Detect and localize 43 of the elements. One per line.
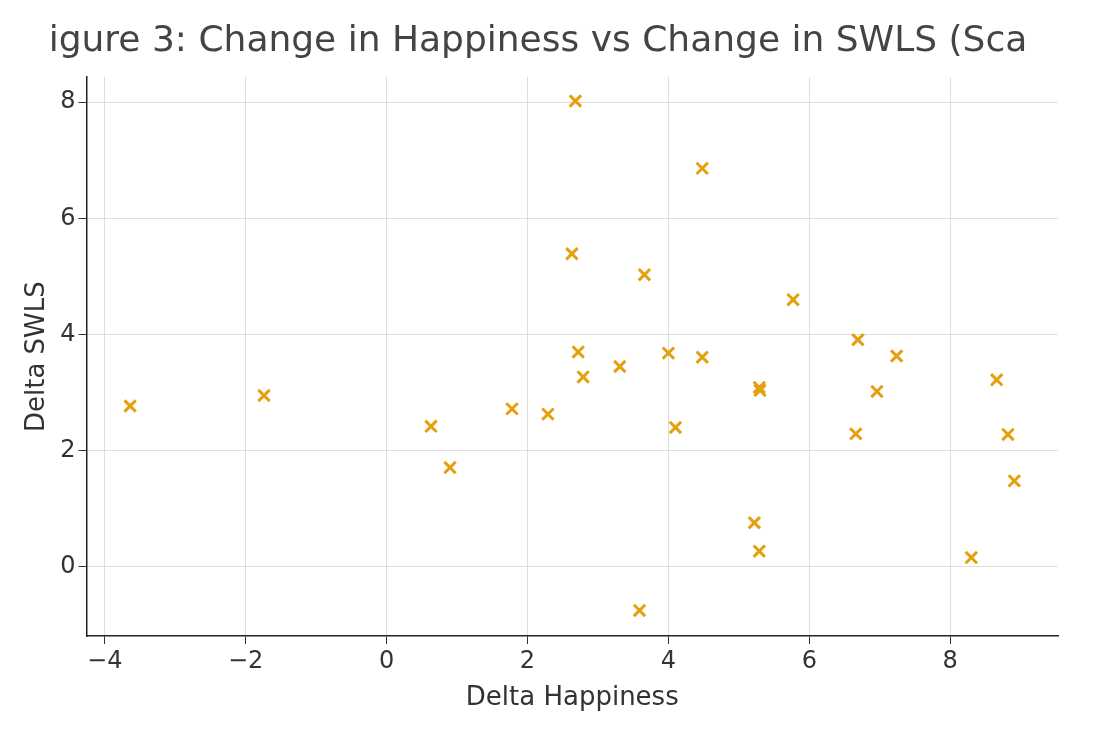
x-tick-label: 2 xyxy=(519,645,536,674)
point xyxy=(1000,427,1016,442)
x-tick-label: 8 xyxy=(942,645,958,674)
y-axis-title: Delta SWLS xyxy=(20,281,51,433)
point xyxy=(964,550,979,565)
point xyxy=(752,544,767,559)
point xyxy=(576,369,591,385)
point xyxy=(747,515,762,530)
point xyxy=(848,426,863,442)
y-tick-label: 8 xyxy=(60,86,76,115)
point xyxy=(564,246,580,261)
x-tick-label: −4 xyxy=(87,645,123,674)
point xyxy=(612,359,627,374)
point xyxy=(785,292,801,307)
x-tick-label: −2 xyxy=(228,645,264,674)
x-axis-title: Delta Happiness xyxy=(465,681,679,712)
point xyxy=(661,345,676,361)
point xyxy=(695,161,710,176)
y-tick-label: 6 xyxy=(60,202,76,231)
point xyxy=(1007,473,1022,489)
point xyxy=(571,344,586,360)
point xyxy=(869,384,885,399)
point xyxy=(850,332,866,347)
point xyxy=(504,401,520,417)
point xyxy=(889,348,904,364)
x-tick-label: 6 xyxy=(801,645,817,674)
chart-title: igure 3: Change in Happiness vs Change in SWLS (Sca xyxy=(48,17,1028,59)
point xyxy=(989,372,1004,387)
y-tick-label: 0 xyxy=(60,551,76,580)
point xyxy=(256,388,272,403)
y-tick-label: 2 xyxy=(60,434,76,463)
point xyxy=(637,267,652,282)
x-tick-label: 4 xyxy=(660,645,677,674)
point xyxy=(442,460,458,475)
point xyxy=(568,93,583,109)
point xyxy=(695,350,710,365)
point xyxy=(540,406,556,422)
point xyxy=(423,419,439,434)
point xyxy=(632,603,647,618)
y-tick-label: 4 xyxy=(60,318,76,347)
point xyxy=(668,420,683,435)
x-tick-label: 0 xyxy=(378,645,395,674)
point xyxy=(122,398,138,414)
